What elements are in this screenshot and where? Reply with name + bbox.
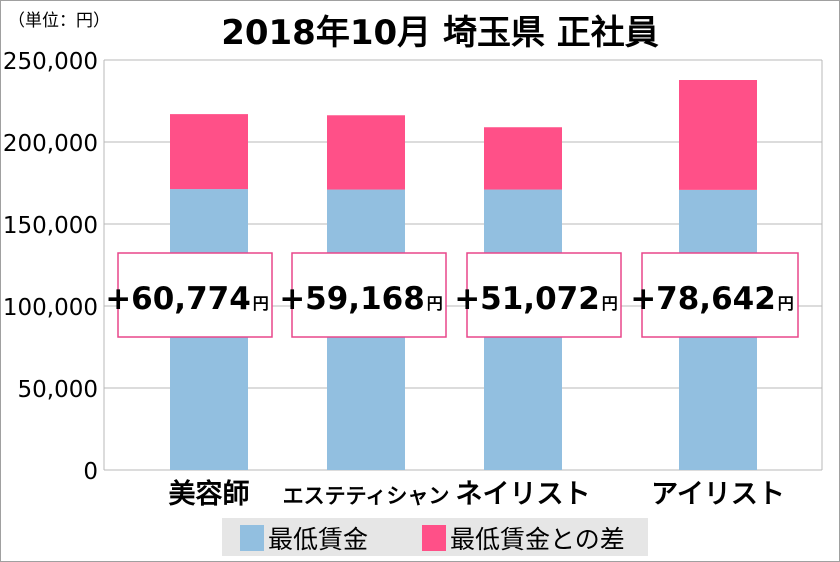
difference-value: +51,072 xyxy=(454,281,600,317)
x-category-label: 美容師 xyxy=(169,478,250,510)
difference-value: +78,642 xyxy=(630,281,776,317)
difference-label-box xyxy=(466,252,622,338)
x-category-label: アイリスト xyxy=(651,479,785,510)
difference-label-box xyxy=(117,252,273,338)
bar-difference xyxy=(679,80,757,190)
x-category-label: ネイリスト xyxy=(456,479,591,510)
legend-swatch-min-wage xyxy=(240,525,264,551)
legend-label-difference: 最低賃金との差 xyxy=(450,525,625,554)
y-tick-label: 200,000 xyxy=(3,131,98,157)
unit-label: （単位：円） xyxy=(8,11,110,31)
difference-label: +51,072 円 xyxy=(454,281,618,317)
difference-label: +60,774 円 xyxy=(105,281,269,317)
y-tick-label: 50,000 xyxy=(18,377,98,403)
difference-label: +59,168 円 xyxy=(279,281,443,317)
y-tick-label: 100,000 xyxy=(3,295,98,321)
difference-value: +59,168 xyxy=(279,281,425,317)
difference-unit: 円 xyxy=(427,294,443,313)
bar-difference xyxy=(170,114,248,190)
difference-label-box xyxy=(641,252,799,338)
legend-swatch-difference xyxy=(422,525,446,551)
legend-label-min-wage: 最低賃金 xyxy=(268,525,368,554)
difference-value: +60,774 xyxy=(105,281,251,317)
difference-unit: 円 xyxy=(602,294,618,313)
difference-label-box xyxy=(291,252,447,338)
difference-unit: 円 xyxy=(253,294,269,313)
difference-unit: 円 xyxy=(778,294,794,313)
y-tick-label: 150,000 xyxy=(3,213,98,239)
difference-label: +78,642 円 xyxy=(630,281,794,317)
y-tick-label: 0 xyxy=(83,459,98,485)
bar-difference xyxy=(327,115,405,190)
chart-title: 2018年10月 埼玉県 正社員 xyxy=(221,13,659,53)
bar-difference xyxy=(484,127,562,190)
x-category-label: エステティシャン xyxy=(283,484,450,508)
y-tick-label: 250,000 xyxy=(3,49,98,75)
